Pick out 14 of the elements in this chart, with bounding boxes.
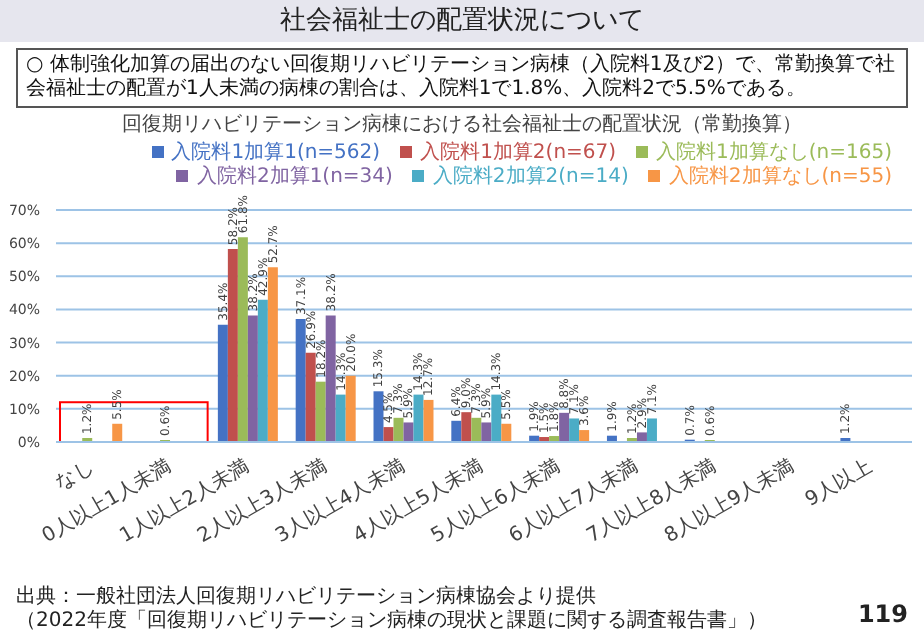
legend-label: 入院料1加算1(n=562) <box>171 142 381 164</box>
x-tick-label: 9人以上 <box>801 454 877 512</box>
text: 119 <box>857 600 908 628</box>
legend-label: 入院料1加算2(n=67) <box>420 142 617 164</box>
x-tick-label: なし <box>52 456 98 496</box>
legend-label: 入院料2加算2(n=14) <box>432 166 629 188</box>
chart-subtitle: 回復期リハビリテーション病棟における社会福祉士の配置状況（常勤換算） <box>120 112 804 138</box>
chart-title: 社会福祉士の配置状況について <box>0 0 924 42</box>
text: （2022年度「回復期リハビリテーション病棟の現状と課題に関する調査報告書」） <box>16 610 767 634</box>
text: ○ 体制強化加算の届出のない回復期リハビリテーション病棟（入院料1及び2）で、常勤換算で社会福祉士の配置が1人未満の病棟の割合は、入院料1で1.8%、入院料2で5.5%である。 <box>16 48 908 108</box>
legend-label: 入院料1加算なし(n=165) <box>656 142 892 164</box>
legend-label: 入院料2加算なし(n=55) <box>668 166 892 188</box>
legend-label: 入院料2加算1(n=34) <box>196 166 393 188</box>
source-note: 出典：一般社団法人回復期リハビリテーション病棟協会より提供 <box>16 586 598 609</box>
